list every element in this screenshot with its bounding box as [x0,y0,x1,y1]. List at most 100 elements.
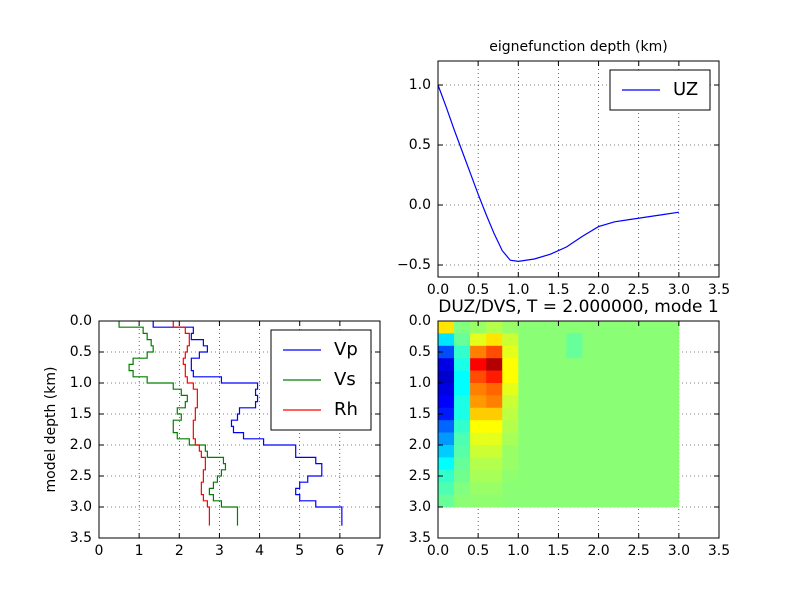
heat-cell [598,457,615,471]
heat-cell [582,345,599,359]
x-tick-label: 3.0 [668,282,690,298]
x-tick-label: 1.0 [507,543,529,559]
heat-cell [582,420,599,433]
heat-cell [502,445,519,458]
y-tick-label: 2.5 [70,468,92,484]
heat-cell [630,469,648,483]
axes-title: eignefunction depth (km) [489,39,667,55]
heat-cell [438,420,455,433]
legend-label: UZ [673,79,698,100]
y-tick-label: 1.0 [409,375,431,391]
heat-cell [518,321,535,334]
heat-cell [550,482,567,495]
heat-cell [438,345,455,359]
y-tick-label: 0.0 [70,313,92,329]
heat-cell [566,321,583,334]
y-tick-label: 3.5 [409,530,431,546]
heat-cell [630,321,648,334]
axes-title: DUZ/DVS, T = 2.000000, mode 1 [438,297,718,317]
heat-cell [454,457,471,471]
heat-cell [518,358,535,371]
heat-cell [646,358,664,371]
heat-cell [438,432,455,446]
heat-cell [662,345,680,359]
heat-cell [646,482,664,495]
heat-cell [630,420,648,433]
heat-cell [470,333,487,347]
heat-cell [438,383,455,396]
axes-frame [437,320,720,539]
heat-cell [534,469,551,483]
heat-cell [502,383,519,396]
heat-cell [502,358,519,371]
heat-cell [502,395,519,409]
heat-cell [582,383,599,396]
heat-cell [646,494,664,508]
x-tick-label: 0.0 [427,282,449,298]
x-tick-label: 2.5 [628,282,650,298]
heat-cell [534,420,551,433]
heat-cell [566,383,583,396]
heat-cell [566,370,583,384]
heat-cell [598,370,615,384]
heat-cell [614,395,631,409]
heat-cell [662,482,680,495]
heat-cell [454,358,471,371]
heat-cell [486,321,503,334]
heat-cell [566,482,583,495]
x-tick-label: 6 [335,543,344,559]
heat-cell [486,445,503,458]
heat-cell [534,358,551,371]
heat-cell [646,321,664,334]
heat-cell [550,321,567,334]
heat-cell [566,469,583,483]
heat-cell [566,494,583,508]
heat-cell [630,395,648,409]
heat-cell [486,457,503,471]
x-tick-label: 1 [135,543,144,559]
x-tick-label: 0.5 [467,543,489,559]
heat-cell [566,333,583,347]
heat-cell [614,469,631,483]
heat-cell [566,345,583,359]
heat-cell [534,333,551,347]
heat-cell [486,407,503,421]
heat-cell [646,432,664,446]
heat-cell [630,358,648,371]
heat-cell [550,457,567,471]
heat-cell [438,358,455,371]
heat-cell [550,445,567,458]
heat-cell [502,494,519,508]
heat-cell [614,333,631,347]
heat-cell [454,370,471,384]
legend: Vp Vs Rh [270,329,372,431]
heat-cell [454,345,471,359]
heat-cell [454,420,471,433]
heat-cell [662,494,680,508]
heat-cell [566,432,583,446]
heat-cell [614,494,631,508]
heat-cell [550,333,567,347]
heat-cell [550,494,567,508]
heat-cell [614,321,631,334]
heat-cell [502,370,519,384]
heat-cell [502,469,519,483]
y-tick-label: 2.0 [70,437,92,453]
heat-cell [518,469,535,483]
heat-cell [470,370,487,384]
heat-cell [630,407,648,421]
heat-cell [566,358,583,371]
heat-cell [470,345,487,359]
heat-cell [582,445,599,458]
heat-cell [486,383,503,396]
heat-cell [470,482,487,495]
heat-cell [454,321,471,334]
heat-cell [646,445,664,458]
heat-cell [582,321,599,334]
heat-cell [646,420,664,433]
heat-cell [598,383,615,396]
heat-cell [470,457,487,471]
heat-cell [566,407,583,421]
heat-cell [534,494,551,508]
